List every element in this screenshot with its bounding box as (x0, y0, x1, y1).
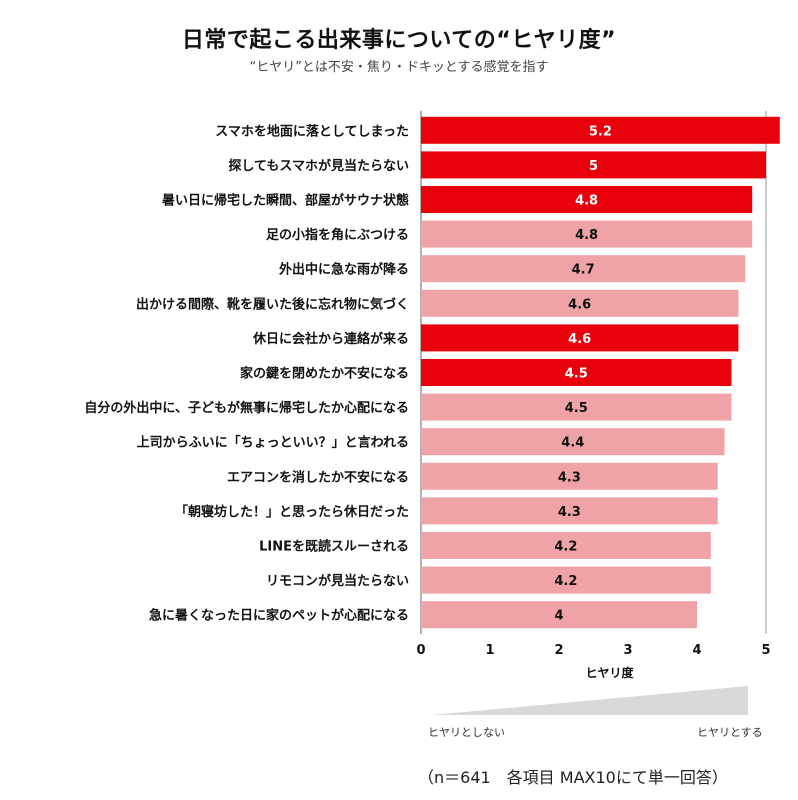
x-tick-label: 1 (485, 643, 494, 658)
bar (421, 497, 718, 525)
data-label: 4.6 (568, 332, 591, 347)
bar (421, 532, 711, 559)
data-label: 4.2 (554, 540, 577, 555)
bar (421, 601, 697, 629)
category-label: エアコンを消したか不安になる (227, 469, 409, 485)
data-label: 4.8 (575, 228, 598, 243)
data-label: 4.5 (565, 401, 588, 416)
scale-low-label: ヒヤリとしない (428, 726, 505, 739)
bar (421, 359, 732, 386)
bar (421, 324, 739, 352)
data-label: 4.8 (575, 194, 598, 209)
bar (421, 393, 732, 421)
scale-high-label: ヒヤリとする (697, 726, 763, 739)
category-label: 探してもスマホが見当たらない (228, 158, 409, 174)
data-label: 4.3 (558, 470, 581, 485)
data-label: 4 (554, 609, 563, 624)
category-label: スマホを地面に落としてしまった (215, 123, 409, 139)
x-tick-label: 2 (554, 643, 563, 658)
category-label: 出かける間際、靴を履いた後に忘れ物に気づく (136, 296, 409, 312)
bar (421, 566, 711, 594)
bar (421, 186, 753, 213)
category-label: 自分の外出中に、子どもが無事に帰宅したか心配になる (84, 400, 409, 416)
category-label: 暑い日に帰宅した瞬間、部屋がサウナ状態 (161, 193, 409, 209)
x-tick-label: 3 (623, 643, 632, 658)
chart-title: 日常で起こる出来事についての“ヒヤリ度” (181, 28, 617, 53)
intensity-wedge (431, 686, 748, 715)
bar (421, 116, 780, 144)
footnote: （n＝641 各項目 MAX10にて単一回答） (418, 768, 728, 787)
x-tick-label: 4 (692, 643, 701, 658)
x-tick-label: 0 (416, 643, 425, 658)
data-label: 4.2 (554, 574, 577, 589)
bar (421, 428, 725, 456)
bar (421, 289, 739, 317)
horizontal-bar-chart: スマホを地面に落としてしまった 5.2 探してもスマホが見当たらない 5 暑い日に帰宅し… (84, 111, 780, 715)
category-label: 上司からふいに「ちょっといい？」と言われる (137, 435, 409, 451)
category-label: 家の鍵を閉めたか不安になる (240, 366, 409, 382)
category-label: 足の小指を角にぶつける (266, 227, 409, 243)
chart-subtitle: “ヒヤリ”とは不安・焦り・ドキッとする感覚を指す (249, 60, 549, 75)
bar (421, 255, 746, 283)
data-label: 4.7 (572, 263, 595, 278)
data-label: 4.5 (565, 367, 588, 382)
category-label: 休日に会社から連絡が来る (252, 331, 409, 347)
x-tick-label: 5 (761, 643, 770, 658)
bar (421, 151, 766, 179)
bar (421, 462, 718, 490)
data-label: 4.4 (561, 436, 584, 451)
data-label: 5.2 (589, 124, 612, 139)
data-label: 5 (589, 159, 598, 174)
bar (421, 220, 753, 248)
category-label: 急に暑くなった日に家のペットが心配になる (149, 608, 409, 624)
category-label: 「朝寝坊した！」と思ったら休日だった (175, 504, 409, 520)
category-label: 外出中に急な雨が降る (278, 262, 409, 278)
x-axis-label: ヒヤリ度 (585, 665, 634, 680)
category-label: LINEを既読スルーされる (259, 539, 409, 555)
category-label: リモコンが見当たらない (266, 573, 409, 589)
data-label: 4.6 (568, 297, 591, 312)
data-label: 4.3 (558, 505, 581, 520)
